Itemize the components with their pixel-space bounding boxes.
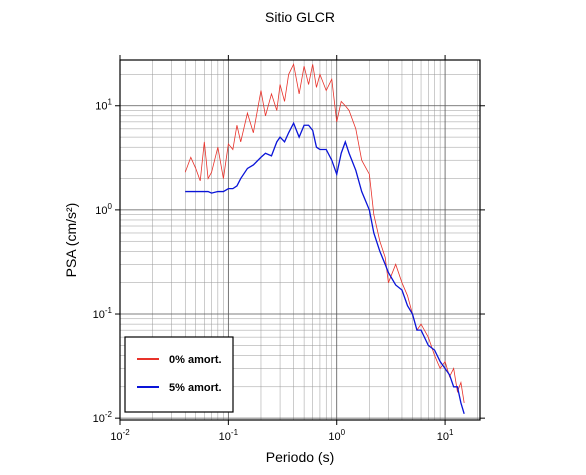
tick-label-exp: 0: [341, 428, 346, 437]
tick-label: 101: [437, 428, 454, 443]
x-axis-label: Periodo (s): [266, 449, 334, 465]
tick-label: 10-2: [93, 410, 113, 425]
series-line: [184, 63, 465, 404]
tick-label-exp: -2: [105, 410, 113, 419]
plot-frame: [119, 59, 481, 421]
legend-label: 5% amort.: [169, 382, 222, 394]
tick-label: 10-2: [110, 428, 130, 443]
tick-label-base: 10: [437, 431, 449, 443]
y-axis-label: PSA (cm/s²): [63, 203, 79, 278]
tick-label-exp: 0: [108, 202, 113, 211]
legend-label: 0% amort.: [169, 354, 222, 366]
tick-label: 101: [95, 98, 112, 113]
tick-label-base: 10: [219, 431, 231, 443]
tick-label-base: 10: [93, 413, 105, 425]
tick-label: 10-1: [93, 306, 113, 321]
tick-label: 10-1: [219, 428, 239, 443]
tick-label-exp: -1: [105, 306, 113, 315]
series-line: [185, 121, 465, 415]
tick-label-exp: 1: [108, 98, 113, 107]
tick-label-exp: -2: [123, 428, 131, 437]
tick-label-base: 10: [110, 431, 122, 443]
tick-label-exp: 1: [449, 428, 454, 437]
tick-label: 100: [328, 428, 345, 443]
legend-box: [124, 336, 234, 413]
tick-label-base: 10: [93, 309, 105, 321]
tick-label-base: 10: [328, 431, 340, 443]
chart-title: Sitio GLCR: [265, 9, 335, 25]
tick-label-base: 10: [95, 205, 107, 217]
tick-label: 100: [95, 202, 112, 217]
tick-label-exp: -1: [231, 428, 239, 437]
tick-label-base: 10: [95, 101, 107, 113]
